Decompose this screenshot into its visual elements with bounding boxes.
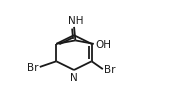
Text: NH: NH xyxy=(68,16,83,26)
Text: OH: OH xyxy=(96,40,112,49)
Text: N: N xyxy=(70,72,78,82)
Text: Br: Br xyxy=(104,65,116,74)
Text: Br: Br xyxy=(27,62,38,72)
